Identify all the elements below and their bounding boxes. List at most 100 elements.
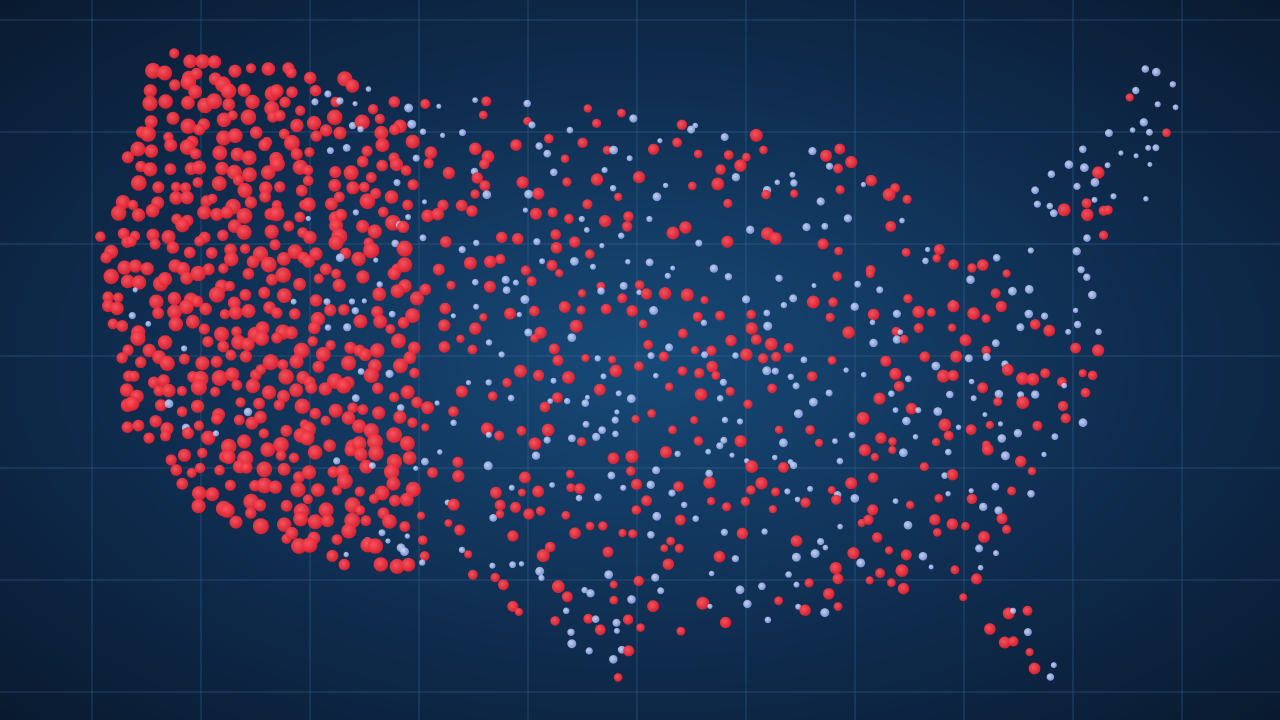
dot bbox=[259, 181, 273, 195]
dot bbox=[594, 493, 602, 502]
dot bbox=[1072, 307, 1079, 314]
dot bbox=[887, 578, 896, 588]
dot bbox=[409, 291, 424, 306]
dot bbox=[670, 265, 676, 271]
dot bbox=[665, 343, 674, 352]
dot bbox=[119, 383, 134, 397]
dot bbox=[531, 451, 541, 460]
dot bbox=[576, 437, 587, 447]
dot bbox=[388, 392, 400, 403]
dot bbox=[311, 483, 325, 497]
dot bbox=[652, 192, 662, 202]
dot bbox=[354, 114, 370, 130]
dot bbox=[227, 128, 243, 144]
dot bbox=[131, 175, 147, 191]
dot bbox=[946, 390, 954, 399]
dot bbox=[745, 322, 758, 335]
dot bbox=[368, 445, 384, 461]
dot bbox=[164, 138, 178, 152]
dot bbox=[566, 126, 574, 134]
dot bbox=[280, 424, 293, 437]
dot bbox=[331, 534, 343, 545]
dot bbox=[555, 269, 564, 278]
dot bbox=[550, 242, 563, 254]
dot bbox=[323, 298, 331, 306]
dot bbox=[149, 415, 162, 428]
dot bbox=[259, 190, 271, 203]
dot bbox=[720, 436, 728, 444]
dot bbox=[307, 336, 318, 347]
dot bbox=[490, 486, 502, 499]
dot bbox=[599, 243, 605, 249]
dot bbox=[643, 339, 654, 350]
dot bbox=[780, 301, 788, 309]
dot bbox=[165, 454, 177, 466]
dot bbox=[843, 214, 853, 223]
dot bbox=[483, 461, 493, 471]
dot bbox=[544, 541, 556, 553]
dot bbox=[245, 63, 257, 74]
dot bbox=[832, 438, 838, 444]
dot bbox=[666, 226, 680, 240]
dot bbox=[1143, 196, 1149, 202]
dot bbox=[657, 138, 663, 144]
dot bbox=[676, 626, 686, 636]
dot bbox=[164, 163, 177, 176]
dot bbox=[255, 364, 267, 375]
dot bbox=[438, 341, 451, 353]
dot bbox=[1129, 127, 1136, 133]
dot bbox=[997, 434, 1007, 443]
dot bbox=[354, 447, 368, 462]
dot bbox=[264, 224, 279, 239]
dot bbox=[1162, 128, 1171, 138]
dot bbox=[356, 270, 370, 284]
dot bbox=[157, 335, 173, 350]
dot bbox=[358, 348, 372, 362]
dot bbox=[169, 79, 181, 91]
dot bbox=[432, 263, 445, 276]
dot bbox=[1027, 247, 1034, 254]
dot bbox=[327, 109, 343, 126]
dot bbox=[1002, 269, 1011, 278]
dot bbox=[190, 379, 207, 396]
dot bbox=[548, 343, 560, 355]
dot bbox=[672, 137, 682, 148]
dot bbox=[454, 524, 466, 536]
dot bbox=[720, 616, 732, 629]
dot bbox=[876, 286, 884, 294]
dot bbox=[228, 305, 243, 320]
dot bbox=[367, 224, 382, 239]
dot bbox=[387, 267, 401, 281]
dot bbox=[1145, 144, 1152, 151]
dot bbox=[550, 229, 561, 240]
dot bbox=[1091, 196, 1098, 203]
dot bbox=[363, 242, 380, 259]
dot bbox=[641, 288, 653, 300]
dot bbox=[510, 501, 521, 513]
dot bbox=[376, 159, 388, 172]
dot bbox=[162, 383, 176, 398]
dot bbox=[357, 126, 364, 133]
dot bbox=[662, 182, 669, 189]
dot bbox=[1024, 284, 1034, 294]
dot bbox=[558, 301, 571, 313]
dot bbox=[567, 628, 575, 636]
dot bbox=[239, 243, 251, 254]
dot bbox=[274, 181, 286, 193]
dot bbox=[1104, 129, 1113, 138]
dot bbox=[789, 461, 798, 470]
dot bbox=[374, 125, 389, 140]
dot bbox=[407, 417, 418, 428]
dot bbox=[189, 148, 202, 160]
dot bbox=[543, 149, 552, 158]
dot bbox=[1008, 636, 1019, 647]
dot bbox=[1133, 153, 1139, 159]
dot bbox=[793, 409, 803, 419]
dot bbox=[807, 371, 818, 382]
dot bbox=[419, 283, 432, 296]
dot bbox=[1154, 101, 1161, 108]
dot bbox=[244, 196, 257, 209]
dot bbox=[442, 166, 455, 180]
dot bbox=[677, 328, 688, 339]
dot bbox=[997, 421, 1004, 427]
